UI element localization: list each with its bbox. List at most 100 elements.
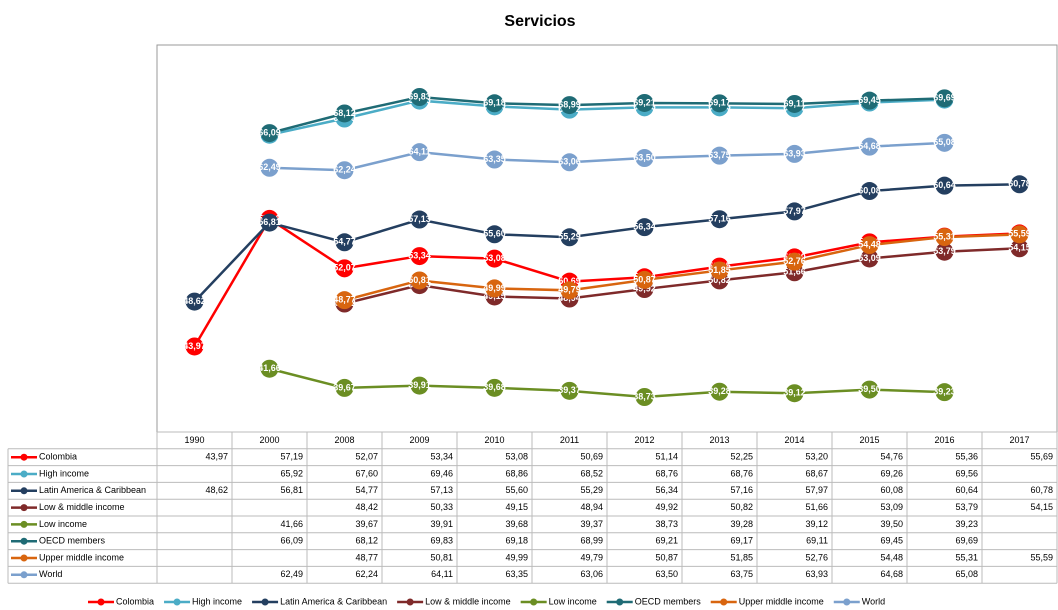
- table-cell: 49,15: [505, 502, 528, 512]
- x-tick-label: 2011: [560, 435, 579, 445]
- marker: [485, 249, 504, 268]
- table-cell: 55,60: [505, 485, 528, 495]
- marker: [860, 249, 879, 268]
- legend-key: [20, 571, 28, 579]
- data-label: 52,76: [783, 256, 806, 266]
- table-cell: 64,11: [431, 569, 453, 579]
- table-row-label: Upper middle income: [39, 552, 124, 562]
- table-cell: 49,99: [505, 552, 528, 562]
- data-label: 55,31: [933, 231, 956, 241]
- data-label: 41,66: [258, 363, 281, 373]
- legend-key: [616, 598, 624, 606]
- table-cell: 68,99: [580, 536, 603, 546]
- data-label: 54,48: [858, 239, 881, 249]
- table-cell: 48,62: [205, 485, 228, 495]
- series-line: [269, 95, 945, 135]
- legend-label: Low & middle income: [425, 596, 511, 606]
- table-cell: 62,49: [280, 569, 303, 579]
- table-cell: 63,50: [655, 569, 678, 579]
- table-cell: 63,35: [505, 569, 528, 579]
- legend-label: High income: [192, 596, 242, 606]
- table-cell: 69,46: [430, 468, 453, 478]
- table-row-label: OECD members: [39, 536, 106, 546]
- marker: [260, 158, 279, 177]
- legend-key: [20, 453, 28, 461]
- table-cell: 51,14: [655, 452, 678, 462]
- x-tick-label: 2010: [484, 435, 504, 445]
- data-label: 60,64: [933, 180, 956, 190]
- marker: [485, 225, 504, 244]
- data-label: 64,11: [408, 147, 430, 157]
- table-cell: 57,13: [430, 485, 453, 495]
- table-cell: 53,79: [955, 502, 978, 512]
- legend-label: Latin America & Caribbean: [280, 596, 387, 606]
- table-cell: 69,83: [430, 536, 453, 546]
- table-cell: 53,34: [430, 452, 453, 462]
- marker: [260, 213, 279, 232]
- table-cell: 48,94: [580, 502, 603, 512]
- marker: [335, 291, 354, 310]
- data-label: 49,79: [558, 285, 581, 295]
- table-cell: 52,25: [730, 452, 753, 462]
- data-label: 68,12: [333, 108, 356, 118]
- table-cell: 69,45: [880, 536, 903, 546]
- marker: [335, 104, 354, 123]
- x-tick-label: 2008: [334, 435, 354, 445]
- data-label: 64,68: [858, 141, 881, 151]
- x-tick-label: 2017: [1009, 435, 1029, 445]
- table-row-label: Colombia: [39, 452, 77, 462]
- table-cell: 49,92: [655, 502, 678, 512]
- data-label: 69,45: [858, 95, 881, 105]
- table-cell: 66,09: [280, 536, 303, 546]
- table-cell: 51,66: [805, 502, 828, 512]
- table-row-label: World: [39, 569, 62, 579]
- table-cell: 39,23: [955, 519, 978, 529]
- table-cell: 53,08: [505, 452, 528, 462]
- marker: [185, 337, 204, 356]
- series-line: [344, 247, 1020, 305]
- table-cell: 68,67: [805, 468, 828, 478]
- table-cell: 38,73: [655, 519, 678, 529]
- marker: [485, 378, 504, 397]
- marker: [560, 228, 579, 247]
- data-label: 48,62: [183, 296, 206, 306]
- marker: [485, 94, 504, 113]
- table-cell: 68,76: [655, 468, 678, 478]
- marker: [335, 161, 354, 180]
- table-cell: 62,24: [355, 569, 378, 579]
- table-cell: 65,08: [955, 569, 978, 579]
- series-line: [193, 217, 1020, 348]
- marker: [860, 182, 879, 201]
- legend-key: [530, 598, 538, 606]
- data-label: 39,37: [558, 385, 581, 395]
- table-cell: 50,69: [580, 452, 603, 462]
- table-cell: 50,82: [730, 502, 753, 512]
- marker: [935, 133, 954, 152]
- table-cell: 56,34: [655, 485, 678, 495]
- x-tick-label: 2013: [709, 435, 729, 445]
- data-label: 39,50: [858, 384, 881, 394]
- marker: [260, 359, 279, 378]
- marker: [1010, 239, 1029, 258]
- data-label: 63,93: [783, 148, 806, 158]
- data-label: 53,09: [858, 253, 881, 263]
- table-cell: 50,81: [430, 552, 453, 562]
- data-label: 63,75: [708, 150, 731, 160]
- series-line: [269, 141, 945, 172]
- marker: [710, 94, 729, 113]
- table-row-label: High income: [39, 468, 89, 478]
- marker: [935, 383, 954, 402]
- table-cell: 65,92: [280, 468, 303, 478]
- table-cell: 55,29: [580, 485, 603, 495]
- marker: [260, 124, 279, 143]
- data-label: 51,66: [783, 267, 806, 277]
- table-cell: 54,76: [880, 452, 903, 462]
- legend-key: [20, 470, 28, 478]
- marker: [335, 378, 354, 397]
- series-line: [193, 183, 1020, 303]
- table-cell: 39,28: [730, 519, 753, 529]
- marker: [410, 247, 429, 266]
- data-label: 52,07: [333, 263, 356, 273]
- legend-key: [20, 504, 28, 512]
